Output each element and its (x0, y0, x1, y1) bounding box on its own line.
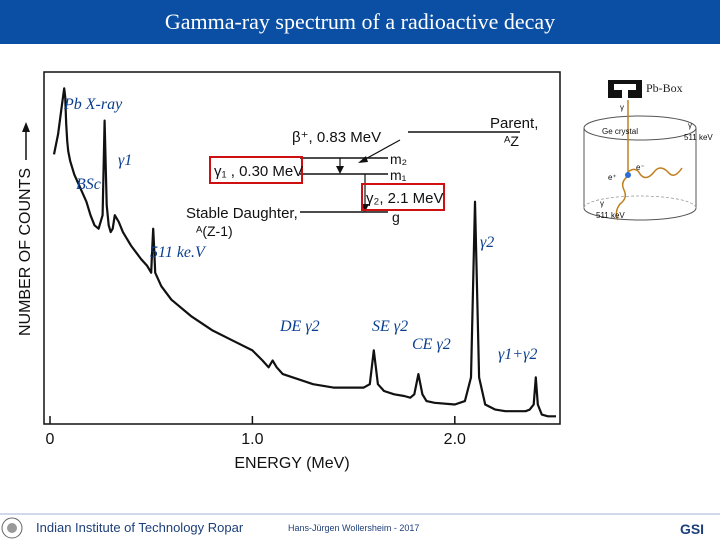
y-axis-label: NUMBER OF COUNTS (17, 168, 34, 336)
institute-logo (1, 517, 23, 539)
gsi-logo: GSI (668, 520, 718, 537)
label-sum: γ1+γ2 (498, 346, 538, 363)
svg-text:m₂: m₂ (390, 151, 407, 167)
svg-text:m₁: m₁ (390, 167, 407, 183)
svg-text:γ₂, 2.1 MeV: γ₂, 2.1 MeV (366, 190, 444, 207)
decay-scheme: β⁺, 0.83 MeV Parent, ᴬZ m₂ m₁ g Stable D… (186, 115, 538, 239)
svg-text:ᴬ(Z-1): ᴬ(Z-1) (195, 223, 233, 239)
svg-text:γ₁ , 0.30 MeV: γ₁ , 0.30 MeV (214, 163, 303, 180)
svg-text:γ: γ (600, 199, 604, 208)
footer-institute: Indian Institute of Technology Ropar (36, 520, 244, 535)
svg-text:e⁻: e⁻ (636, 163, 645, 172)
label-gamma2: γ2 (480, 234, 495, 251)
label-de: DE γ2 (280, 318, 320, 335)
footer-author: Hans-Jürgen Wollersheim - 2017 (288, 523, 420, 533)
svg-text:ᴬZ: ᴬZ (503, 133, 519, 149)
x-axis-label: ENERGY (MeV) (234, 455, 349, 472)
svg-text:γ: γ (620, 103, 624, 112)
svg-text:Stable Daughter,: Stable Daughter, (186, 205, 298, 222)
svg-text:Ge crystal: Ge crystal (602, 127, 638, 136)
svg-text:511 keV: 511 keV (684, 133, 713, 142)
svg-text:e⁺: e⁺ (608, 173, 617, 182)
x-tick-label-0: 0 (46, 431, 55, 448)
slide-title: Gamma-ray spectrum of a radioactive deca… (0, 0, 720, 44)
spectrum-line-0 (52, 87, 556, 418)
tick-layer: 0 1.0 2.0 (46, 416, 466, 448)
label-bsc: BSc (76, 176, 101, 193)
spectrum-layer (52, 87, 556, 418)
label-pb-xray: Pb X-ray (64, 96, 123, 113)
x-tick-label-2: 2.0 (444, 431, 466, 448)
label-se: SE γ2 (372, 318, 409, 335)
pb-box-label: Pb-Box (646, 81, 683, 95)
svg-text:γ: γ (688, 121, 692, 130)
svg-text:g: g (392, 209, 400, 225)
label-ce: CE γ2 (412, 336, 451, 353)
svg-text:511 keV: 511 keV (596, 211, 625, 220)
svg-text:Parent,: Parent, (490, 115, 538, 132)
svg-text:GSI: GSI (680, 521, 704, 537)
x-tick-label-1: 1.0 (241, 431, 263, 448)
label-511kev: 511 ke.V (150, 244, 205, 261)
detector-diagram: Ge crystal γ γ 511 keV γ 511 keV e⁺ e⁻ (583, 100, 713, 221)
y-axis-arrowhead (22, 122, 30, 132)
svg-text:β⁺, 0.83 MeV: β⁺, 0.83 MeV (292, 129, 381, 146)
pb-box-icon (608, 80, 642, 98)
label-gamma1: γ1 (118, 152, 133, 169)
